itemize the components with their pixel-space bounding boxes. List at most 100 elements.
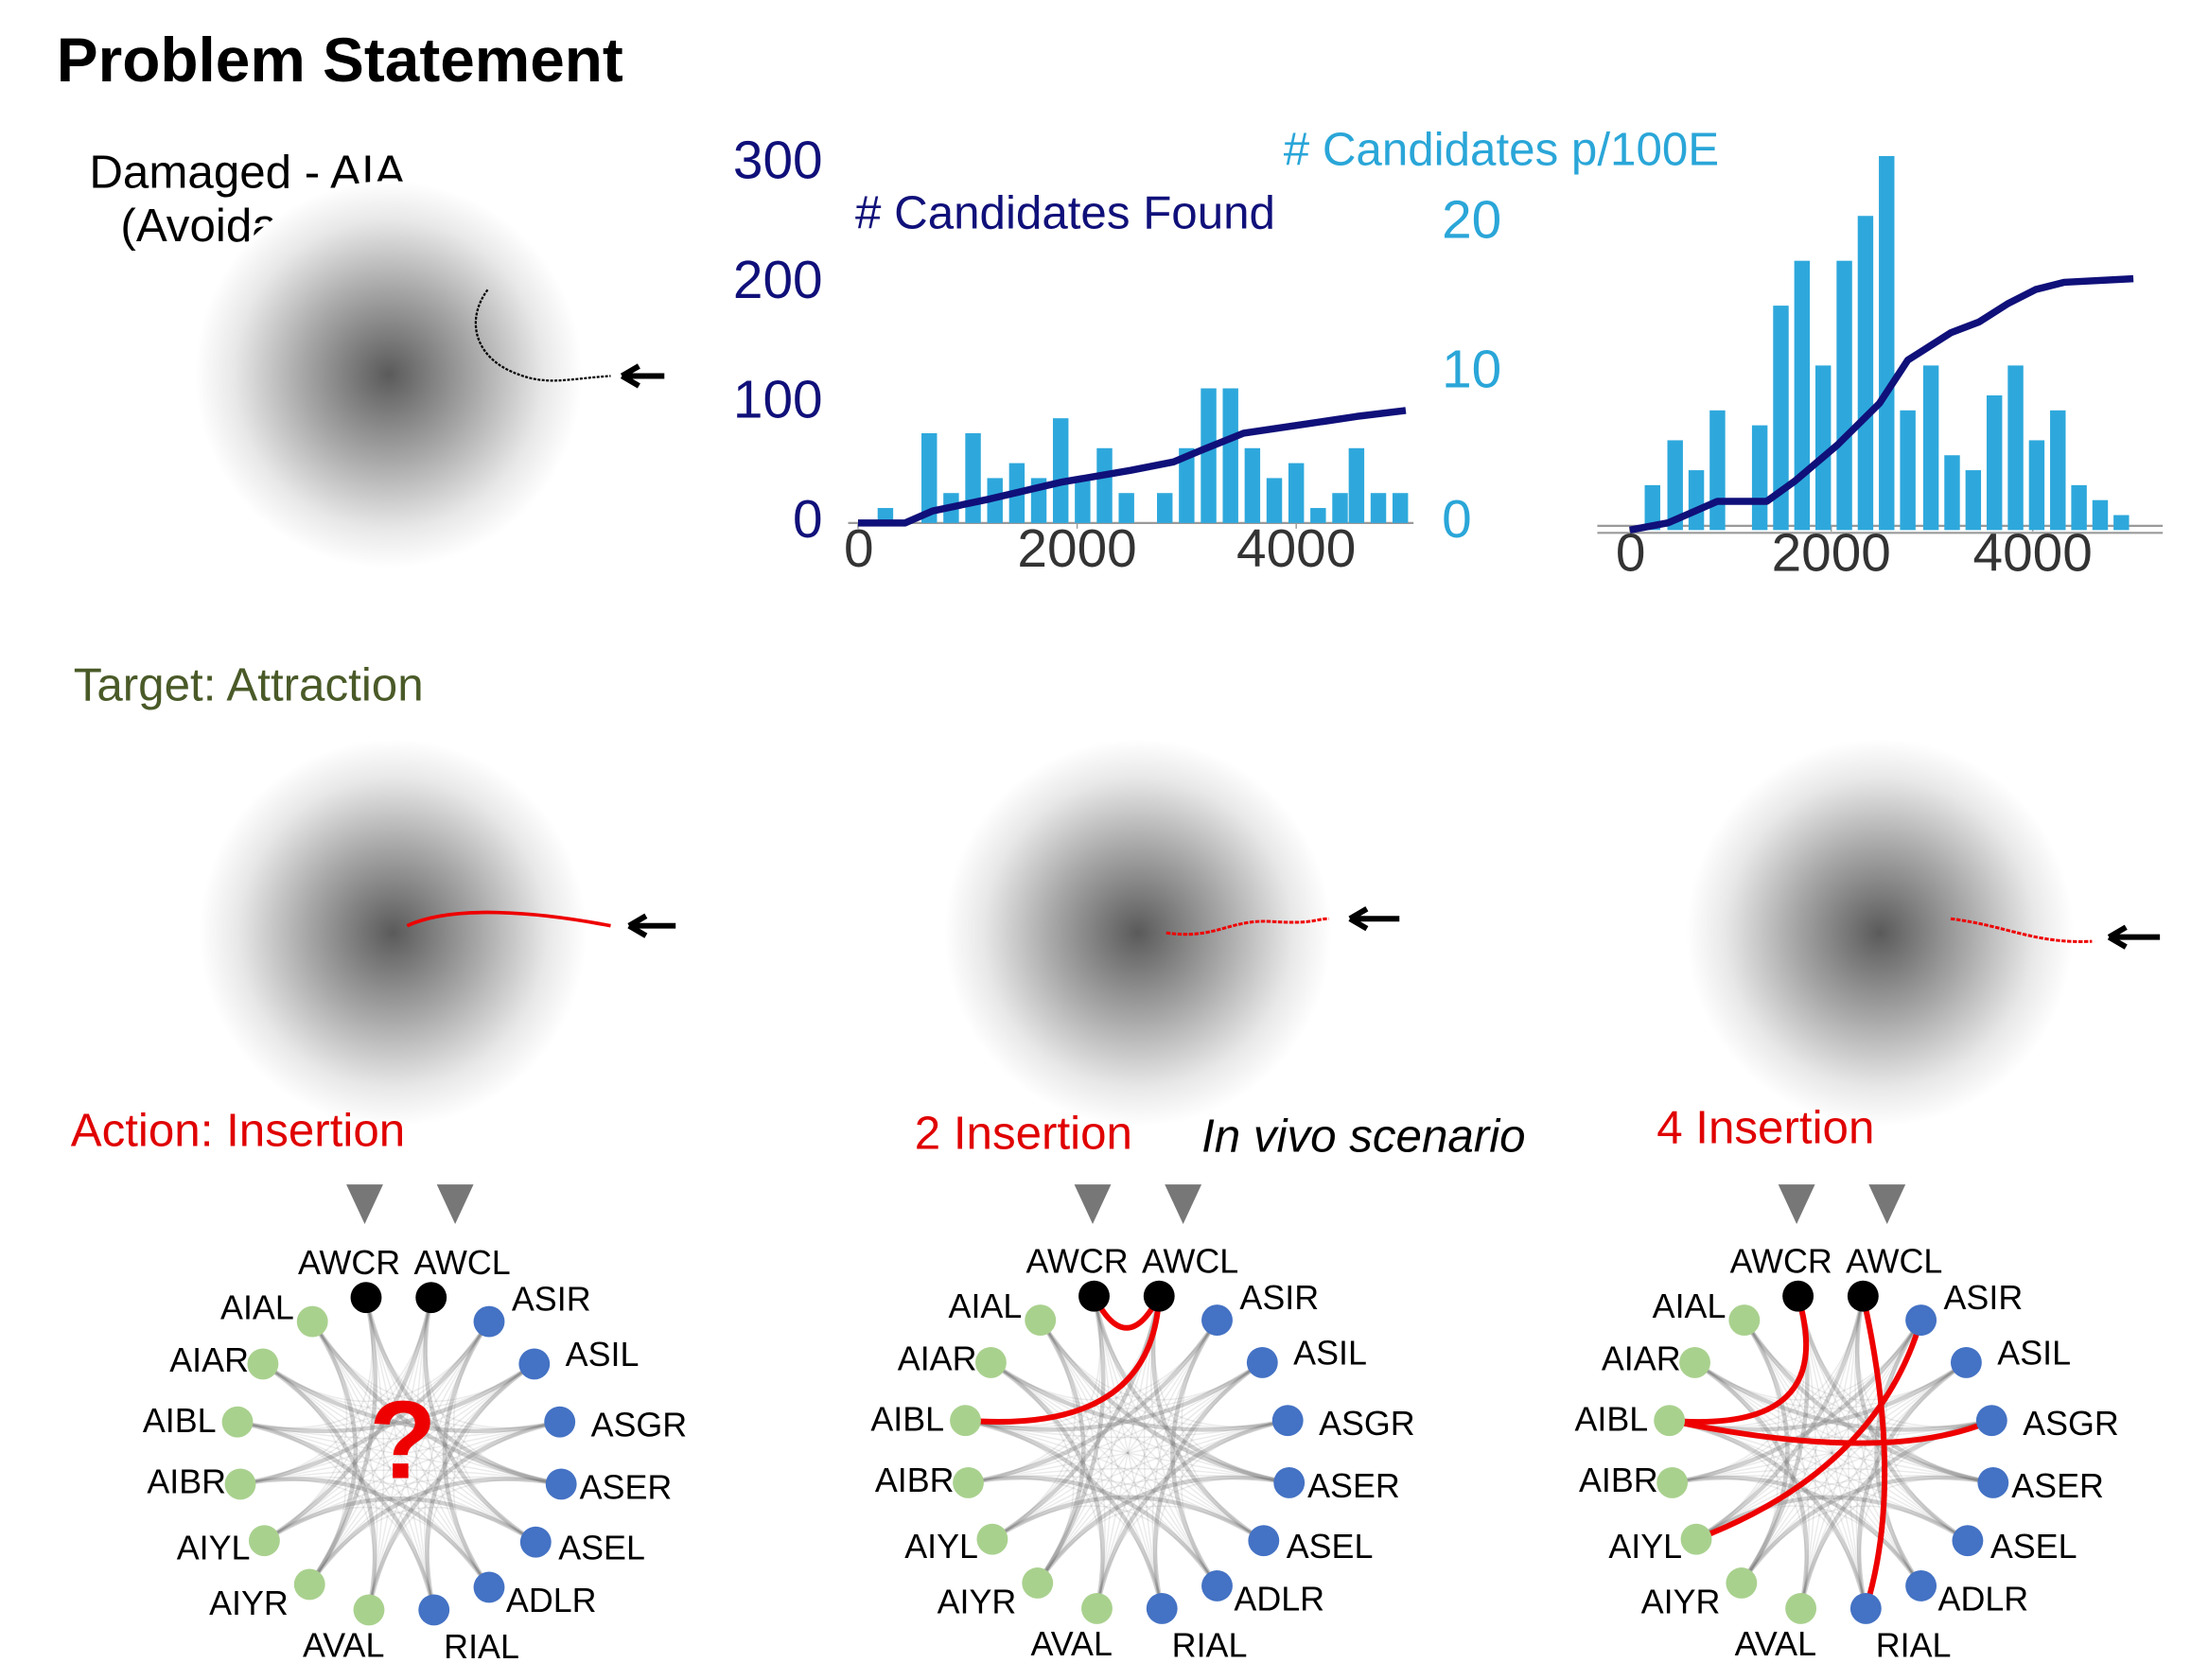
connection <box>311 1321 560 1430</box>
connection <box>1040 1320 1263 1401</box>
connection <box>1874 1319 1923 1587</box>
neuron <box>1905 1570 1937 1601</box>
neuron <box>296 1305 328 1338</box>
connection <box>965 1418 1165 1609</box>
neuron-label: AIBL <box>870 1401 944 1439</box>
bar <box>2028 440 2045 531</box>
connection <box>239 1297 374 1485</box>
connection <box>1037 1419 1288 1584</box>
connection <box>264 1421 560 1542</box>
neuron <box>473 1571 505 1603</box>
arrow <box>620 363 665 389</box>
connection <box>1799 1478 1993 1609</box>
line <box>1629 274 2134 534</box>
x-tick-label: 0 <box>1616 524 1646 584</box>
connection <box>1669 1419 1807 1609</box>
connection <box>1035 1319 1086 1584</box>
inserted-connection <box>1860 1295 1888 1610</box>
connection <box>365 1297 536 1543</box>
connection <box>264 1297 374 1542</box>
bar <box>2113 515 2130 531</box>
connection <box>365 1297 560 1429</box>
connection <box>990 1360 1288 1432</box>
slide-title: Problem Statement <box>57 25 623 95</box>
bar <box>1266 478 1283 523</box>
connection <box>991 1475 1289 1540</box>
neuron-label: AWCR <box>298 1244 400 1282</box>
neuron <box>415 1282 447 1314</box>
neuron <box>1656 1466 1689 1498</box>
neuron <box>544 1406 576 1438</box>
connection <box>1672 1319 1923 1485</box>
connection <box>1694 1361 1867 1609</box>
connection <box>1740 1319 1790 1584</box>
connection <box>1856 1360 1968 1609</box>
y-tick-label: 0 <box>793 490 823 550</box>
neuron <box>1849 1592 1882 1624</box>
connection <box>239 1469 562 1485</box>
neuron-label: AIAL <box>220 1289 294 1327</box>
connection <box>307 1477 562 1586</box>
neuron <box>519 1526 552 1558</box>
connection <box>261 1362 377 1611</box>
neuron <box>1785 1592 1817 1624</box>
connection <box>965 1419 1103 1609</box>
inserted-connection <box>1669 1295 1810 1425</box>
bar <box>1244 447 1261 523</box>
connection <box>965 1360 1264 1432</box>
connection <box>1170 1319 1219 1587</box>
neuron <box>1950 1346 1982 1378</box>
neuron-label: ASIL <box>566 1336 640 1374</box>
neuron <box>1025 1304 1057 1337</box>
connection <box>991 1296 1102 1540</box>
connection <box>262 1363 562 1485</box>
connection <box>308 1297 432 1585</box>
connection <box>307 1297 378 1586</box>
connection <box>239 1320 491 1487</box>
connection <box>1741 1505 1969 1584</box>
connection <box>237 1421 376 1611</box>
connection <box>311 1321 535 1403</box>
neuron-label: AIBR <box>875 1461 955 1499</box>
connection <box>368 1479 562 1611</box>
neuron-label: ASGR <box>1319 1405 1415 1443</box>
connection <box>311 1321 378 1611</box>
connection <box>264 1476 562 1542</box>
connection <box>1155 1419 1288 1609</box>
connection <box>990 1361 1289 1484</box>
neuron-label: ASIR <box>1239 1279 1319 1317</box>
connection <box>990 1320 1218 1401</box>
neuron <box>221 1406 254 1438</box>
neuron-label: AVAL <box>303 1627 384 1665</box>
worm-track <box>1950 917 2093 943</box>
connection <box>363 1297 562 1487</box>
connection <box>261 1362 561 1434</box>
connection <box>1040 1320 1265 1542</box>
neuron <box>1654 1405 1686 1437</box>
connection <box>1742 1319 1994 1485</box>
neuron <box>248 1525 280 1557</box>
connection <box>1672 1419 1992 1484</box>
connection <box>1744 1320 1810 1609</box>
connection <box>1038 1319 1290 1485</box>
connection <box>1695 1320 1779 1540</box>
connection <box>264 1506 490 1588</box>
connection <box>1695 1475 1993 1540</box>
neuron-label: AIAL <box>1653 1287 1727 1325</box>
y-tick-label: 200 <box>733 251 823 310</box>
neuron-label: AIBL <box>143 1402 217 1440</box>
neuron-label: AIBL <box>1574 1401 1648 1439</box>
bar <box>1836 260 1852 531</box>
neuron <box>1146 1592 1178 1624</box>
bar <box>1118 493 1134 523</box>
connection <box>239 1476 536 1543</box>
connection <box>965 1320 1218 1428</box>
connection <box>1695 1505 1922 1586</box>
connection <box>1037 1361 1263 1584</box>
connection <box>965 1296 1160 1427</box>
neuron-label: AIAR <box>1602 1339 1681 1377</box>
connection <box>237 1421 536 1543</box>
bar <box>1075 478 1091 523</box>
bar <box>921 432 938 523</box>
